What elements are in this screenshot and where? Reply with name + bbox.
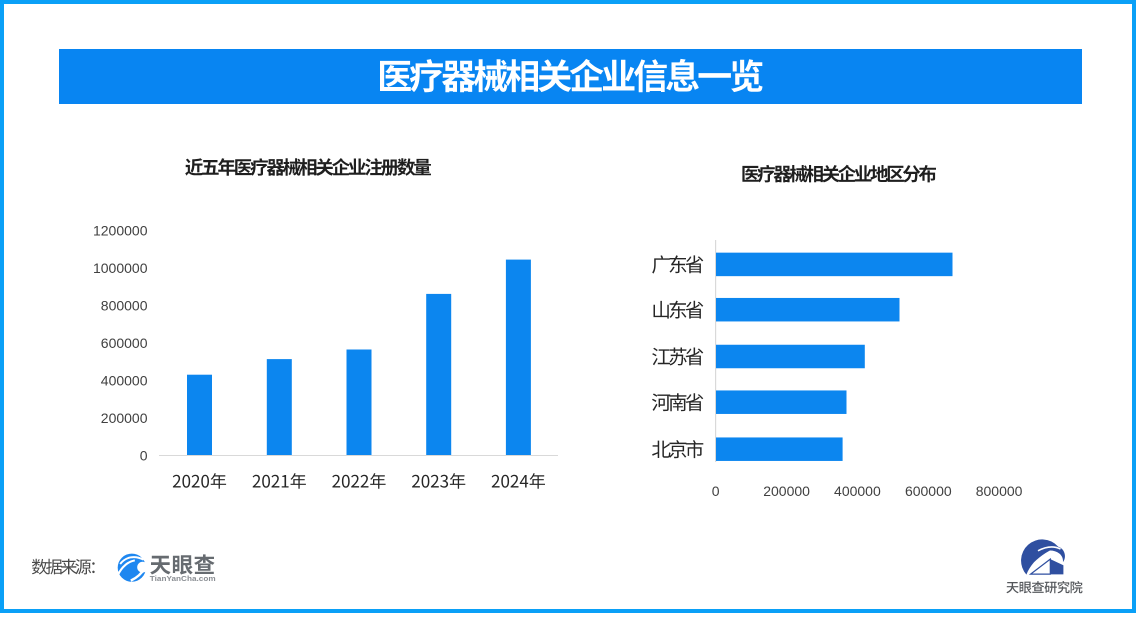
svg-text:400000: 400000 (834, 483, 881, 499)
svg-text:1000000: 1000000 (93, 260, 148, 276)
svg-text:TianYanCha.com: TianYanCha.com (150, 576, 216, 583)
svg-text:1200000: 1200000 (93, 223, 148, 239)
svg-text:800000: 800000 (976, 483, 1023, 499)
svg-text:200000: 200000 (101, 410, 148, 426)
svg-text:600000: 600000 (905, 483, 952, 499)
svg-text:0: 0 (712, 483, 720, 499)
svg-text:200000: 200000 (763, 483, 810, 499)
svg-text:0: 0 (140, 448, 148, 464)
svg-text:800000: 800000 (101, 298, 148, 314)
svg-text:600000: 600000 (101, 335, 148, 351)
svg-text:400000: 400000 (101, 373, 148, 389)
